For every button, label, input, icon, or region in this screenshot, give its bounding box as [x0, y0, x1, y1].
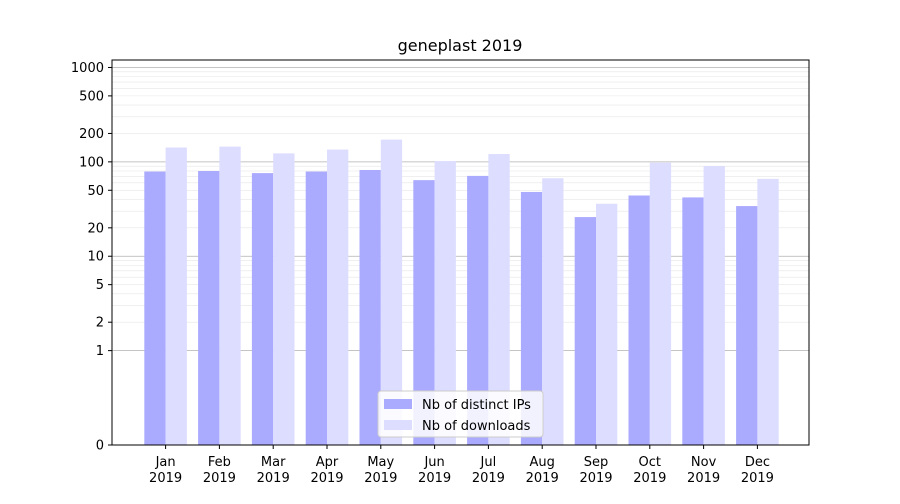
y-tick-label: 200 — [79, 127, 104, 142]
y-tick-label: 50 — [87, 184, 104, 199]
y-tick-label: 2 — [96, 316, 104, 331]
x-tick-label-month: Dec — [745, 455, 770, 470]
x-tick-label-year: 2019 — [203, 471, 236, 486]
x-tick-label-month: Jul — [480, 455, 497, 470]
bar-downloads — [542, 178, 564, 445]
x-tick-label-year: 2019 — [526, 471, 559, 486]
bar-distinct-ips — [736, 206, 758, 445]
bar-downloads — [434, 161, 456, 445]
bar-distinct-ips — [628, 195, 650, 445]
bar-downloads — [273, 153, 295, 445]
legend-swatch — [384, 399, 412, 409]
bar-downloads — [703, 166, 725, 445]
x-tick-label-year: 2019 — [149, 471, 182, 486]
x-tick-label-month: Apr — [316, 455, 339, 470]
x-tick-label-year: 2019 — [687, 471, 720, 486]
y-tick-label: 100 — [79, 155, 104, 170]
bar-distinct-ips — [359, 169, 381, 446]
y-tick-label: 1 — [96, 344, 104, 359]
legend-label: Nb of downloads — [422, 419, 531, 434]
x-tick-label-year: 2019 — [472, 471, 505, 486]
bar-distinct-ips — [682, 197, 704, 445]
x-tick-label-month: Jun — [423, 455, 444, 470]
y-axis: 0 1 2 5 10 20 50 100 200 500 1000 — [71, 61, 112, 454]
bar-distinct-ips — [251, 173, 274, 446]
x-tick-label-month: Oct — [639, 455, 661, 470]
bar-downloads — [649, 162, 672, 445]
bar-distinct-ips — [144, 171, 166, 445]
y-tick-label: 5 — [96, 278, 104, 293]
legend: Nb of distinct IPs Nb of downloads — [377, 390, 544, 438]
x-tick-label-month: Jan — [155, 455, 176, 470]
bar-distinct-ips — [198, 171, 220, 446]
x-tick-label-month: Nov — [691, 455, 717, 470]
x-tick-label-year: 2019 — [418, 471, 451, 486]
plot-frame — [111, 59, 810, 446]
x-tick-label-year: 2019 — [633, 471, 666, 486]
bar-distinct-ips — [305, 171, 327, 445]
x-tick-label-month: Mar — [261, 455, 286, 470]
bar-downloads — [596, 203, 618, 445]
x-tick-label-year: 2019 — [310, 471, 343, 486]
y-tick-label: 10 — [87, 250, 104, 265]
bar-downloads — [757, 178, 779, 445]
chart-title: geneplast 2019 — [398, 36, 523, 55]
x-tick-label-month: Feb — [208, 455, 231, 470]
bar-distinct-ips — [413, 180, 435, 445]
bars — [144, 139, 779, 446]
x-axis: Jan2019Feb2019Mar2019Apr2019May2019Jun20… — [149, 445, 774, 486]
bar-downloads — [488, 154, 510, 446]
x-tick-label-month: Aug — [530, 455, 555, 470]
y-tick-label: 500 — [79, 89, 104, 104]
legend-box — [377, 390, 544, 438]
legend-swatch — [384, 420, 412, 430]
bar-distinct-ips — [520, 191, 543, 445]
legend-label: Nb of distinct IPs — [422, 398, 531, 413]
x-tick-label-year: 2019 — [257, 471, 290, 486]
bar-distinct-ips — [574, 217, 596, 445]
x-tick-label-month: Sep — [584, 455, 609, 470]
bar-downloads — [219, 146, 241, 445]
y-tick-label: 0 — [96, 439, 104, 454]
bar-downloads — [327, 149, 349, 445]
bar-downloads — [380, 139, 403, 445]
x-tick-label-year: 2019 — [364, 471, 397, 486]
y-tick-label: 20 — [87, 221, 104, 236]
x-tick-label-year: 2019 — [579, 471, 612, 486]
x-tick-label-year: 2019 — [741, 471, 774, 486]
y-tick-label: 1000 — [71, 61, 104, 76]
bar-downloads — [165, 147, 187, 445]
x-tick-label-month: May — [367, 455, 394, 470]
bar-distinct-ips — [467, 175, 489, 445]
